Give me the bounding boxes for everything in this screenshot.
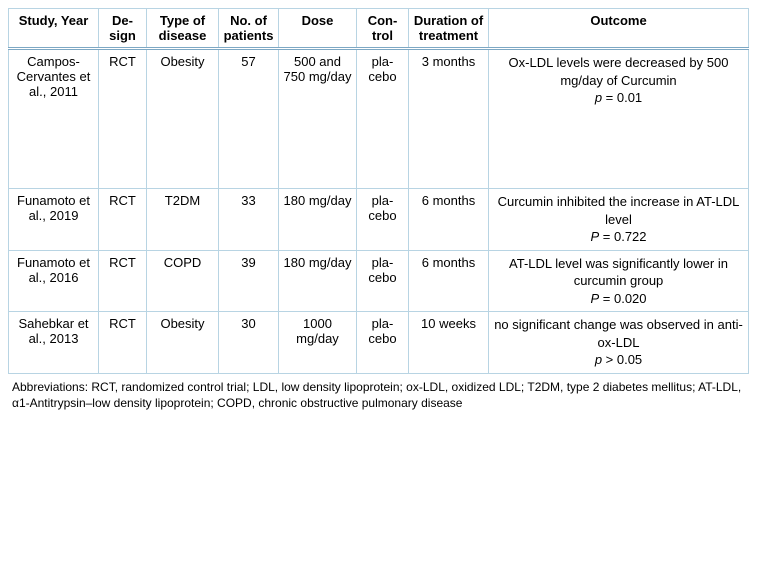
cell-duration: 6 months (409, 189, 489, 251)
cell-control: pla­cebo (357, 250, 409, 312)
cell-duration: 6 months (409, 250, 489, 312)
cell-control: pla­cebo (357, 49, 409, 189)
col-duration: Duration of treat­ment (409, 9, 489, 49)
p-value: > 0.05 (602, 352, 642, 367)
outcome-text: no significant change was ob­served in a… (494, 317, 743, 350)
cell-outcome: Ox-LDL levels were decreased by 500 mg/d… (489, 49, 749, 189)
col-outcome: Outcome (489, 9, 749, 49)
cell-control: pla­cebo (357, 312, 409, 374)
cell-disease: T2DM (147, 189, 219, 251)
cell-dose: 500 and 750 mg/day (279, 49, 357, 189)
cell-outcome: no significant change was ob­served in a… (489, 312, 749, 374)
col-disease: Type of disease (147, 9, 219, 49)
cell-outcome: Curcumin inhibited the increase in AT-LD… (489, 189, 749, 251)
p-label: P (590, 229, 599, 244)
col-design: De­sign (99, 9, 147, 49)
header-row: Study, Year De­sign Type of disease No. … (9, 9, 749, 49)
cell-study: Sahebkar et al., 2013 (9, 312, 99, 374)
abbreviations-note: Abbreviations: RCT, randomized control t… (8, 374, 749, 415)
col-study: Study, Year (9, 9, 99, 49)
cell-study: Funamoto et al., 2016 (9, 250, 99, 312)
col-patients: No. of pa­tients (219, 9, 279, 49)
col-control: Con­trol (357, 9, 409, 49)
p-value: = 0.722 (599, 229, 646, 244)
outcome-text: Curcumin inhibited the increase in AT-LD… (498, 194, 740, 227)
col-dose: Dose (279, 9, 357, 49)
cell-duration: 3 months (409, 49, 489, 189)
p-label: p (595, 90, 602, 105)
cell-disease: COPD (147, 250, 219, 312)
table-row: Sahebkar et al., 2013RCTObesity301000 mg… (9, 312, 749, 374)
cell-patients: 33 (219, 189, 279, 251)
p-label: P (590, 291, 599, 306)
cell-design: RCT (99, 49, 147, 189)
table-row: Campos-Cervantes et al., 2011RCTObesity5… (9, 49, 749, 189)
table-body: Campos-Cervantes et al., 2011RCTObesity5… (9, 49, 749, 374)
outcome-text: Ox-LDL levels were decreased by 500 mg/d… (509, 55, 729, 88)
cell-patients: 57 (219, 49, 279, 189)
cell-dose: 180 mg/day (279, 250, 357, 312)
cell-outcome: AT-LDL level was significantly lower in … (489, 250, 749, 312)
cell-disease: Obesity (147, 49, 219, 189)
cell-patients: 30 (219, 312, 279, 374)
studies-table: Study, Year De­sign Type of disease No. … (8, 8, 749, 374)
cell-design: RCT (99, 189, 147, 251)
p-value: = 0.020 (599, 291, 646, 306)
table-row: Funamoto et al., 2016RCTCOPD39180 mg/day… (9, 250, 749, 312)
outcome-text: AT-LDL level was significantly lower in … (509, 256, 728, 289)
cell-control: pla­cebo (357, 189, 409, 251)
table-row: Funamoto et al., 2019RCTT2DM33180 mg/day… (9, 189, 749, 251)
cell-design: RCT (99, 250, 147, 312)
cell-dose: 180 mg/day (279, 189, 357, 251)
p-label: p (595, 352, 602, 367)
cell-patients: 39 (219, 250, 279, 312)
p-value: = 0.01 (602, 90, 642, 105)
cell-design: RCT (99, 312, 147, 374)
cell-duration: 10 weeks (409, 312, 489, 374)
cell-dose: 1000 mg/day (279, 312, 357, 374)
cell-disease: Obesity (147, 312, 219, 374)
cell-study: Funamoto et al., 2019 (9, 189, 99, 251)
cell-study: Campos-Cervantes et al., 2011 (9, 49, 99, 189)
